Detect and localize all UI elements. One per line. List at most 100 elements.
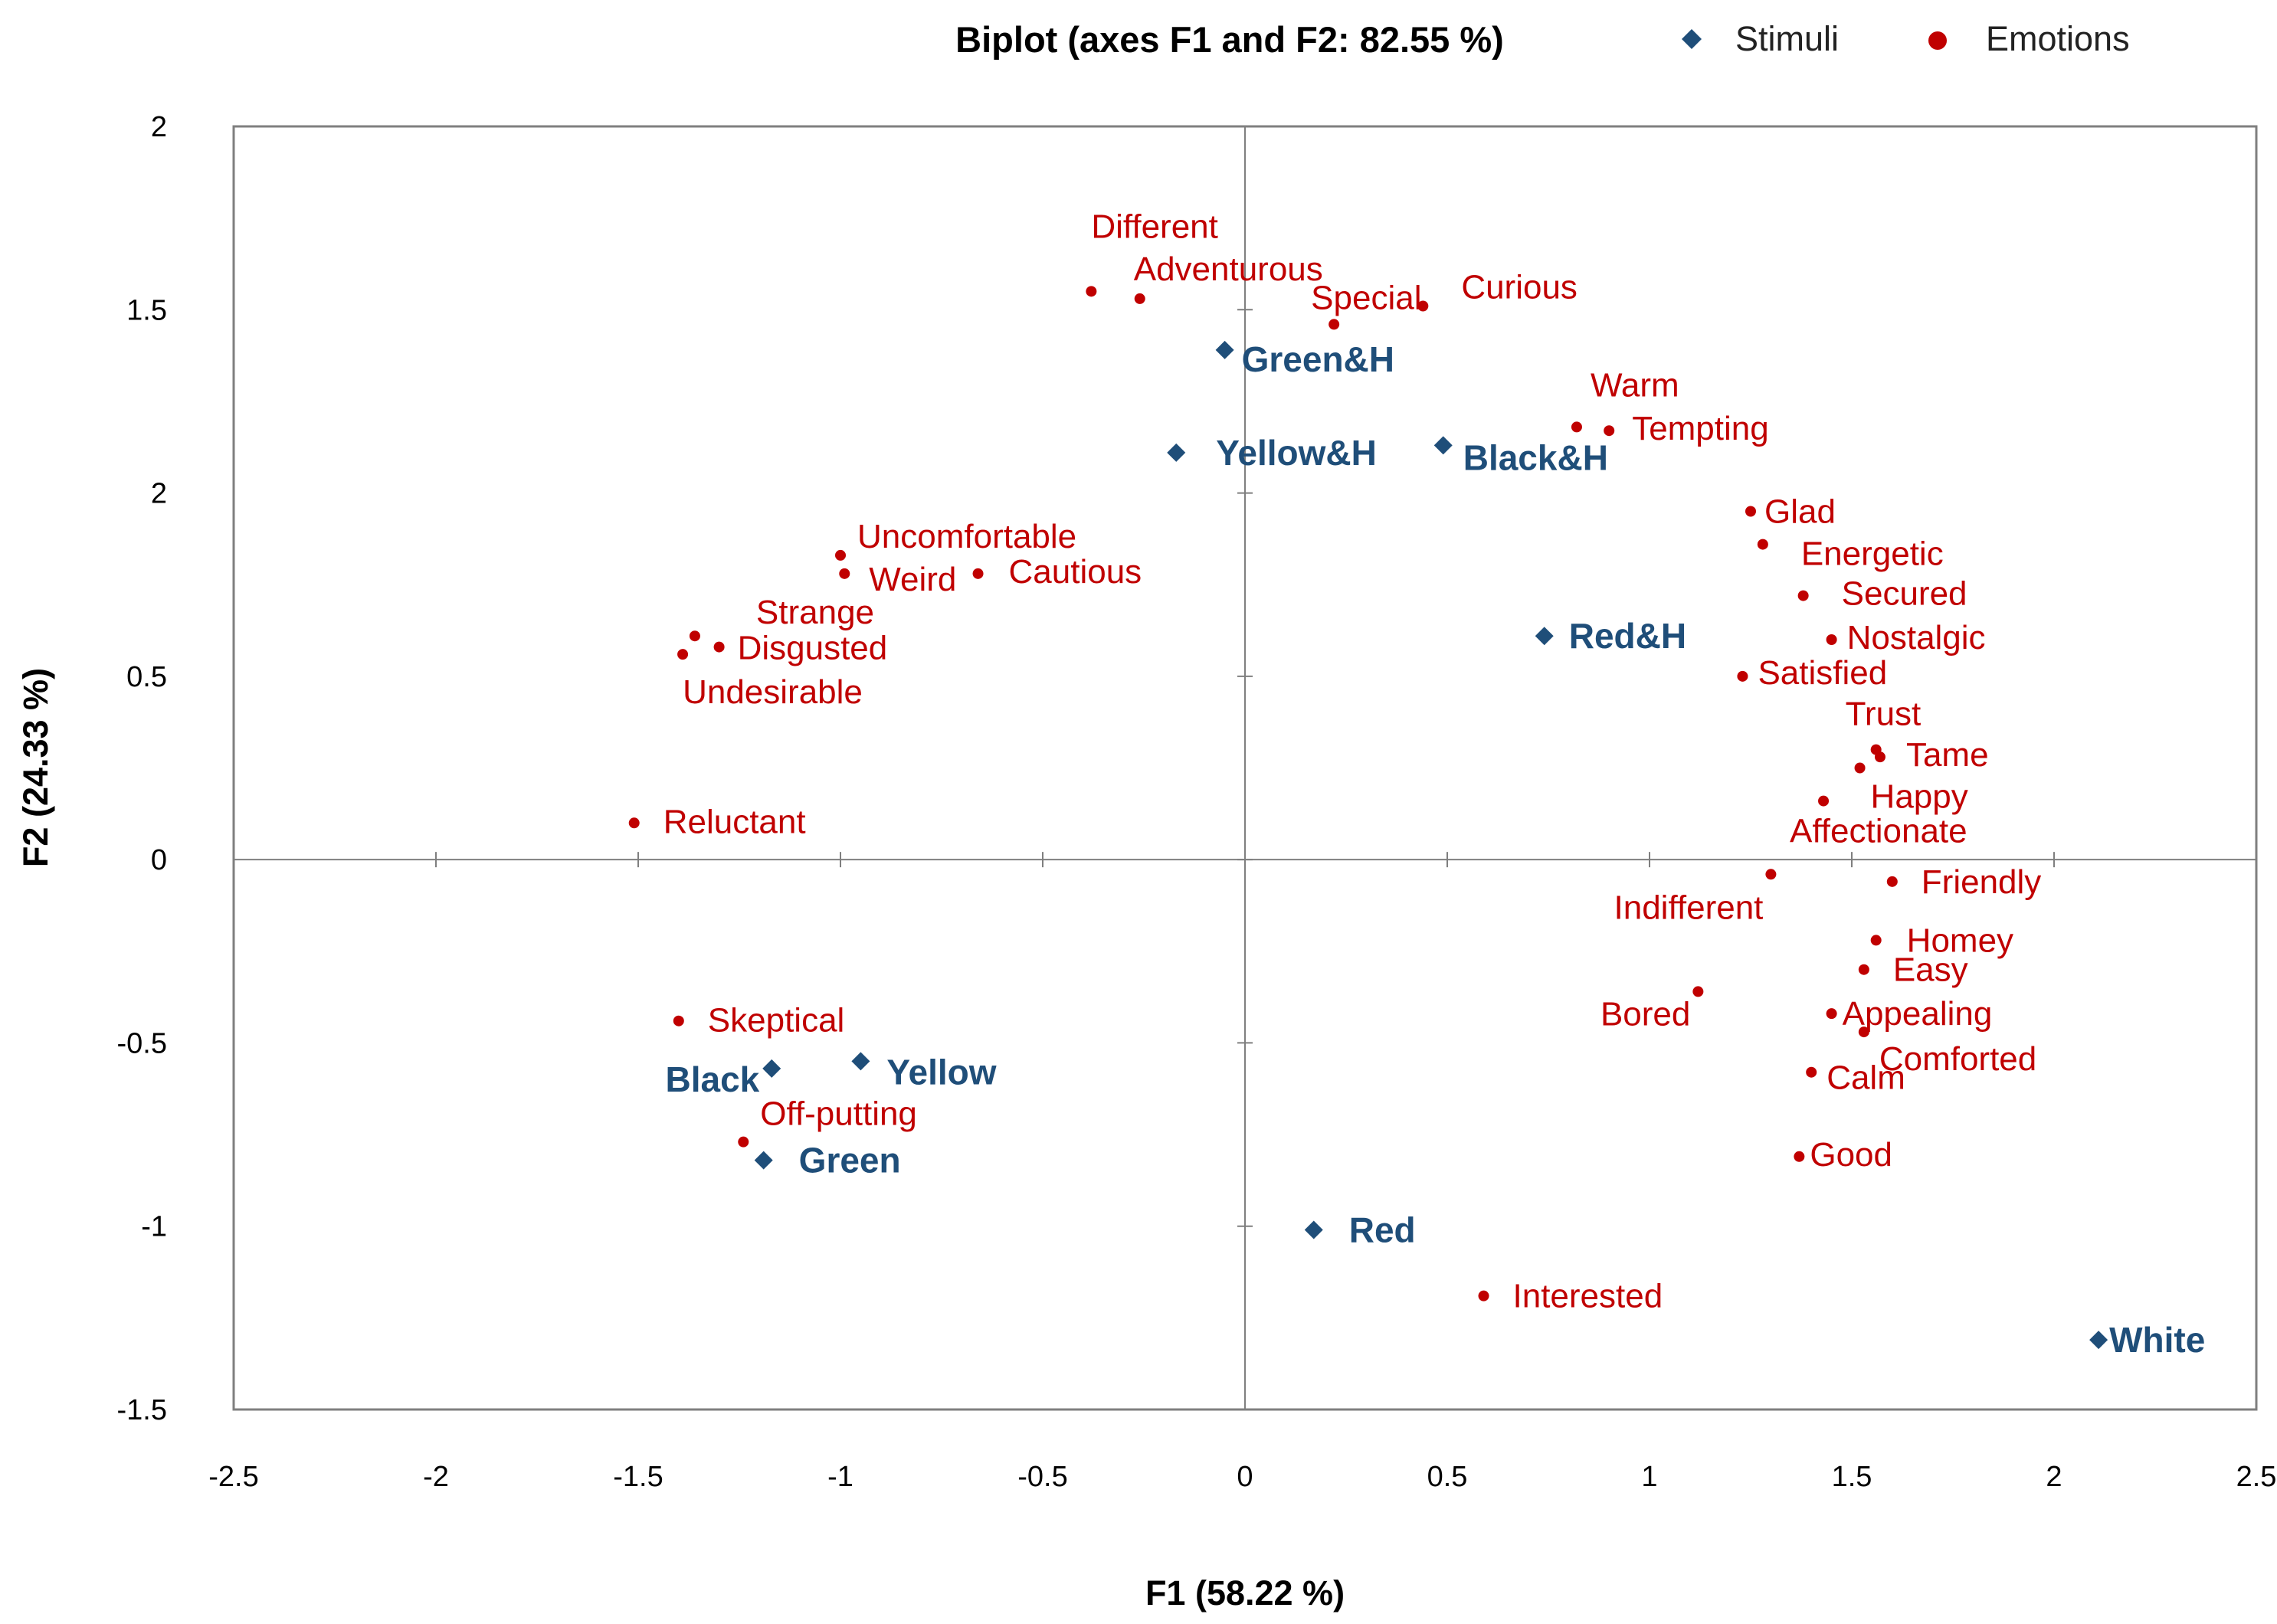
emotion-point-comforted <box>1858 1026 1869 1038</box>
chart-title: Biplot (axes F1 and F2: 82.55 %) <box>955 19 1504 60</box>
emotion-point-affectionate <box>1818 795 1830 807</box>
emotion-point-satisfied <box>1737 670 1748 682</box>
y-tick-label: 1.5 <box>126 294 167 326</box>
emotion-point-uncomfortable <box>835 549 846 561</box>
emotion-label-different: Different <box>1091 208 1218 245</box>
stimulus-label-black-and-h: Black&H <box>1463 437 1608 477</box>
emotion-point-nostalgic <box>1826 634 1837 645</box>
emotion-point-different <box>1086 286 1097 297</box>
y-tick-label: 2 <box>151 111 167 143</box>
emotion-point-interested <box>1478 1290 1489 1301</box>
y-axis-title: F2 (24.33 %) <box>16 668 55 867</box>
emotion-label-energetic: Energetic <box>1801 535 1944 573</box>
emotion-label-interested: Interested <box>1513 1278 1663 1315</box>
stimulus-point-black-and-h <box>1433 436 1453 455</box>
legend-stimuli-marker <box>1682 29 1702 49</box>
emotion-label-adventurous: Adventurous <box>1134 250 1323 288</box>
emotion-label-special: Special <box>1311 279 1421 316</box>
emotion-point-indifferent <box>1765 869 1777 880</box>
x-tick-label: -1 <box>827 1461 853 1493</box>
emotion-label-strange: Strange <box>756 594 874 631</box>
emotion-label-happy: Happy <box>1871 778 1968 816</box>
y-tick-label: 0.5 <box>126 661 167 693</box>
emotion-point-glad <box>1745 506 1756 517</box>
emotion-label-good: Good <box>1810 1136 1892 1174</box>
x-tick-label: 0 <box>1237 1461 1253 1493</box>
x-tick-label: 2.5 <box>2236 1461 2277 1493</box>
x-tick-label: -1.5 <box>613 1461 663 1493</box>
legend-emotions-marker <box>1928 31 1947 50</box>
y-tick-label: 0 <box>151 844 167 876</box>
emotion-point-tame <box>1874 751 1885 763</box>
stimulus-point-green <box>754 1151 773 1170</box>
stimulus-label-white: White <box>2109 1320 2205 1360</box>
emotion-label-bored: Bored <box>1600 995 1690 1033</box>
x-tick-label: 0.5 <box>1427 1461 1468 1493</box>
stimulus-point-yellow-and-h <box>1167 443 1186 462</box>
stimulus-point-white <box>2089 1331 2108 1350</box>
emotion-label-comforted: Comforted <box>1879 1040 2036 1078</box>
emotion-point-secured <box>1797 590 1809 601</box>
emotion-label-tame: Tame <box>1906 736 1989 774</box>
emotion-label-cautious: Cautious <box>1009 553 1142 591</box>
stimulus-label-yellow-and-h: Yellow&H <box>1216 433 1377 473</box>
emotion-point-skeptical <box>673 1015 684 1026</box>
stimulus-label-yellow: Yellow <box>886 1052 996 1092</box>
emotion-label-appealing: Appealing <box>1843 995 1993 1033</box>
emotion-point-warm <box>1571 421 1582 433</box>
emotion-label-off-putting: Off-putting <box>760 1095 917 1133</box>
emotion-point-appealing <box>1826 1008 1837 1020</box>
stimulus-label-green-and-h: Green&H <box>1242 339 1394 379</box>
emotion-label-reluctant: Reluctant <box>663 803 806 840</box>
x-axis-title: F1 (58.22 %) <box>1145 1573 1345 1613</box>
stimulus-point-red <box>1304 1220 1323 1239</box>
emotion-label-warm: Warm <box>1591 366 1679 404</box>
stimulus-label-red: Red <box>1349 1210 1416 1250</box>
emotion-label-glad: Glad <box>1764 493 1836 531</box>
emotion-label-curious: Curious <box>1461 269 1578 306</box>
stimulus-point-yellow <box>851 1052 870 1071</box>
stimulus-label-red-and-h: Red&H <box>1569 616 1686 656</box>
emotion-point-good <box>1794 1151 1805 1162</box>
emotion-point-tempting <box>1604 425 1615 437</box>
y-axis: -1.5 -1 -0.5 0 0.5 2 1.5 2 <box>117 111 1253 1426</box>
emotion-point-homey <box>1870 935 1882 946</box>
emotion-label-friendly: Friendly <box>1922 863 2042 901</box>
legend-emotions-label: Emotions <box>1986 19 2130 58</box>
emotion-label-trust: Trust <box>1846 696 1922 733</box>
y-tick-label: -1 <box>141 1211 167 1243</box>
legend-stimuli-label: Stimuli <box>1735 19 1839 58</box>
x-tick-label: -2.5 <box>208 1461 258 1493</box>
emotion-point-bored <box>1692 986 1704 997</box>
stimulus-label-black: Black <box>665 1059 759 1099</box>
emotion-label-nostalgic: Nostalgic <box>1847 619 1986 656</box>
data-points: Green&H Yellow&H Black&H Red&H Black Yellow Gr… <box>628 208 2205 1360</box>
emotion-label-tempting: Tempting <box>1632 410 1769 447</box>
emotion-point-adventurous <box>1134 293 1145 304</box>
emotion-point-strange <box>689 630 700 642</box>
x-tick-label: 1 <box>1641 1461 1657 1493</box>
emotion-label-easy: Easy <box>1893 951 1968 989</box>
emotion-point-curious <box>1417 300 1429 312</box>
emotion-label-uncomfortable: Uncomfortable <box>857 518 1076 555</box>
stimulus-label-green: Green <box>799 1141 901 1180</box>
stimulus-point-red-and-h <box>1535 627 1554 646</box>
emotion-point-cautious <box>972 568 984 579</box>
y-tick-label: -1.5 <box>117 1394 167 1426</box>
emotion-label-skeptical: Skeptical <box>708 1002 845 1040</box>
emotion-label-secured: Secured <box>1842 575 1967 613</box>
emotion-label-satisfied: Satisfied <box>1758 654 1887 692</box>
x-tick-label: -2 <box>423 1461 449 1493</box>
emotion-point-calm <box>1806 1066 1817 1078</box>
emotion-point-energetic <box>1757 539 1768 550</box>
emotion-label-affectionate: Affectionate <box>1790 813 1967 850</box>
x-tick-label: 2 <box>2046 1461 2062 1493</box>
emotion-point-reluctant <box>628 817 640 829</box>
emotion-point-special <box>1329 319 1340 330</box>
emotion-point-weird <box>839 568 850 579</box>
stimulus-point-black <box>762 1059 781 1078</box>
emotion-label-disgusted: Disgusted <box>738 630 888 667</box>
emotion-label-weird: Weird <box>869 561 956 598</box>
emotion-point-off-putting <box>738 1136 749 1148</box>
emotion-point-easy <box>1858 964 1869 975</box>
